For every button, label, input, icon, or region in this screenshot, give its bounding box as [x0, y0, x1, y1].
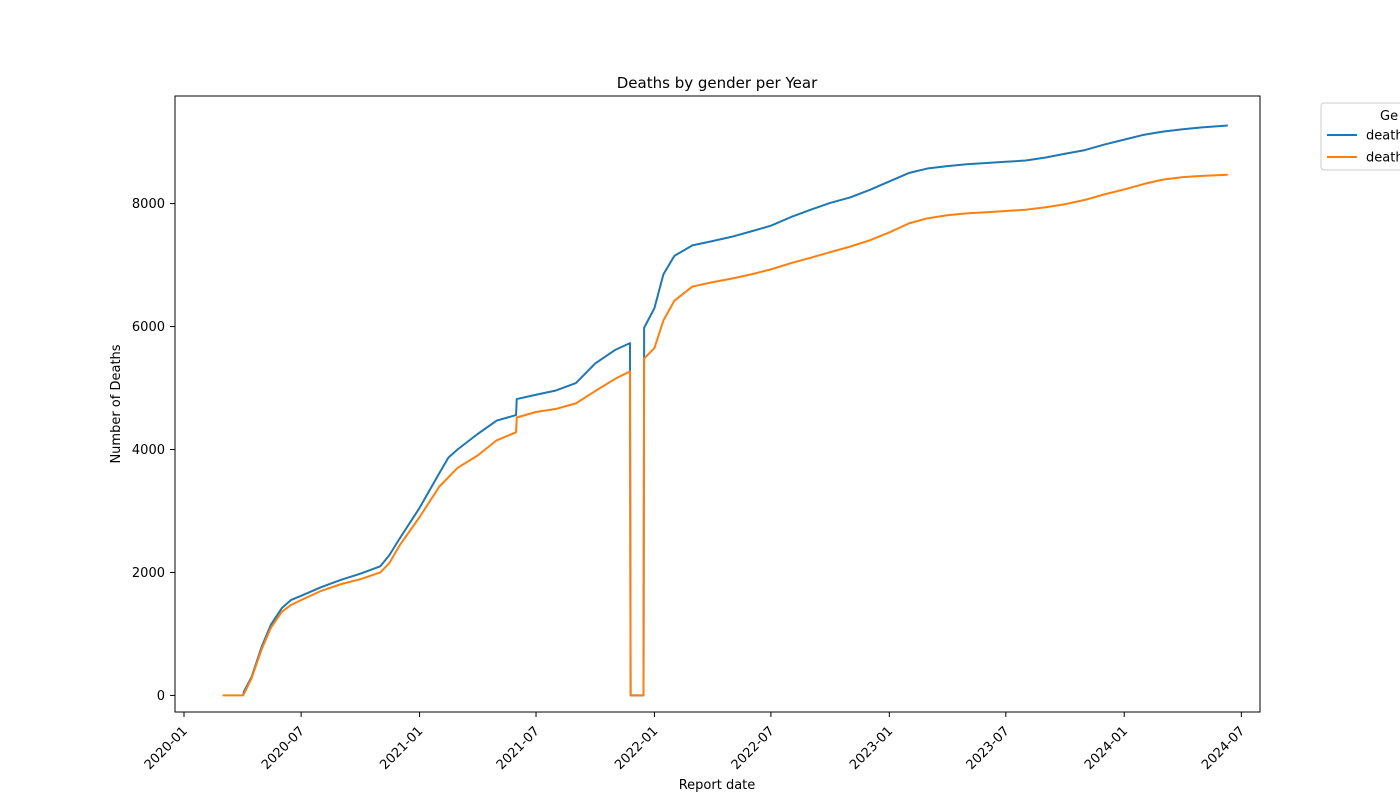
legend-entries: death death	[1327, 129, 1400, 166]
y-tick-label: 8000	[132, 197, 165, 212]
x-axis: 2020-01 2020-07 2021-01 2021-07 2022-01 2022-…	[142, 712, 1248, 773]
legend-label-2: death	[1366, 151, 1400, 166]
x-tick-label: 2023-01	[847, 724, 896, 773]
series-line-2	[222, 173, 1228, 697]
series-layer	[222, 124, 1228, 697]
legend-box	[1320, 102, 1400, 171]
series-line-1	[242, 124, 1228, 697]
x-tick-label: 2022-07	[729, 724, 778, 773]
y-tick-label: 0	[157, 689, 165, 704]
x-tick-label: 2024-01	[1082, 724, 1131, 773]
x-tick-label: 2020-01	[142, 724, 191, 773]
y-tick-label: 4000	[132, 443, 165, 458]
x-axis-title: Report date	[679, 778, 756, 793]
legend: Ge death death	[1320, 102, 1400, 171]
x-tick-label: 2022-01	[612, 724, 661, 773]
x-tick-label: 2021-07	[494, 724, 543, 773]
plot-area-frame	[174, 95, 1261, 713]
x-tick-label: 2024-07	[1199, 724, 1248, 773]
y-tick-label: 2000	[132, 566, 165, 581]
legend-label-1: death	[1366, 129, 1400, 144]
chart-title: Deaths by gender per Year	[617, 74, 818, 92]
y-axis-title: Number of Deaths	[109, 344, 124, 463]
y-axis: 0 2000 4000 6000 8000	[132, 197, 175, 704]
x-tick-label: 2021-01	[377, 724, 426, 773]
legend-title: Ge	[1380, 109, 1398, 124]
x-tick-label: 2023-07	[964, 724, 1013, 773]
x-tick-label: 2020-07	[259, 724, 308, 773]
y-tick-label: 6000	[132, 320, 165, 335]
